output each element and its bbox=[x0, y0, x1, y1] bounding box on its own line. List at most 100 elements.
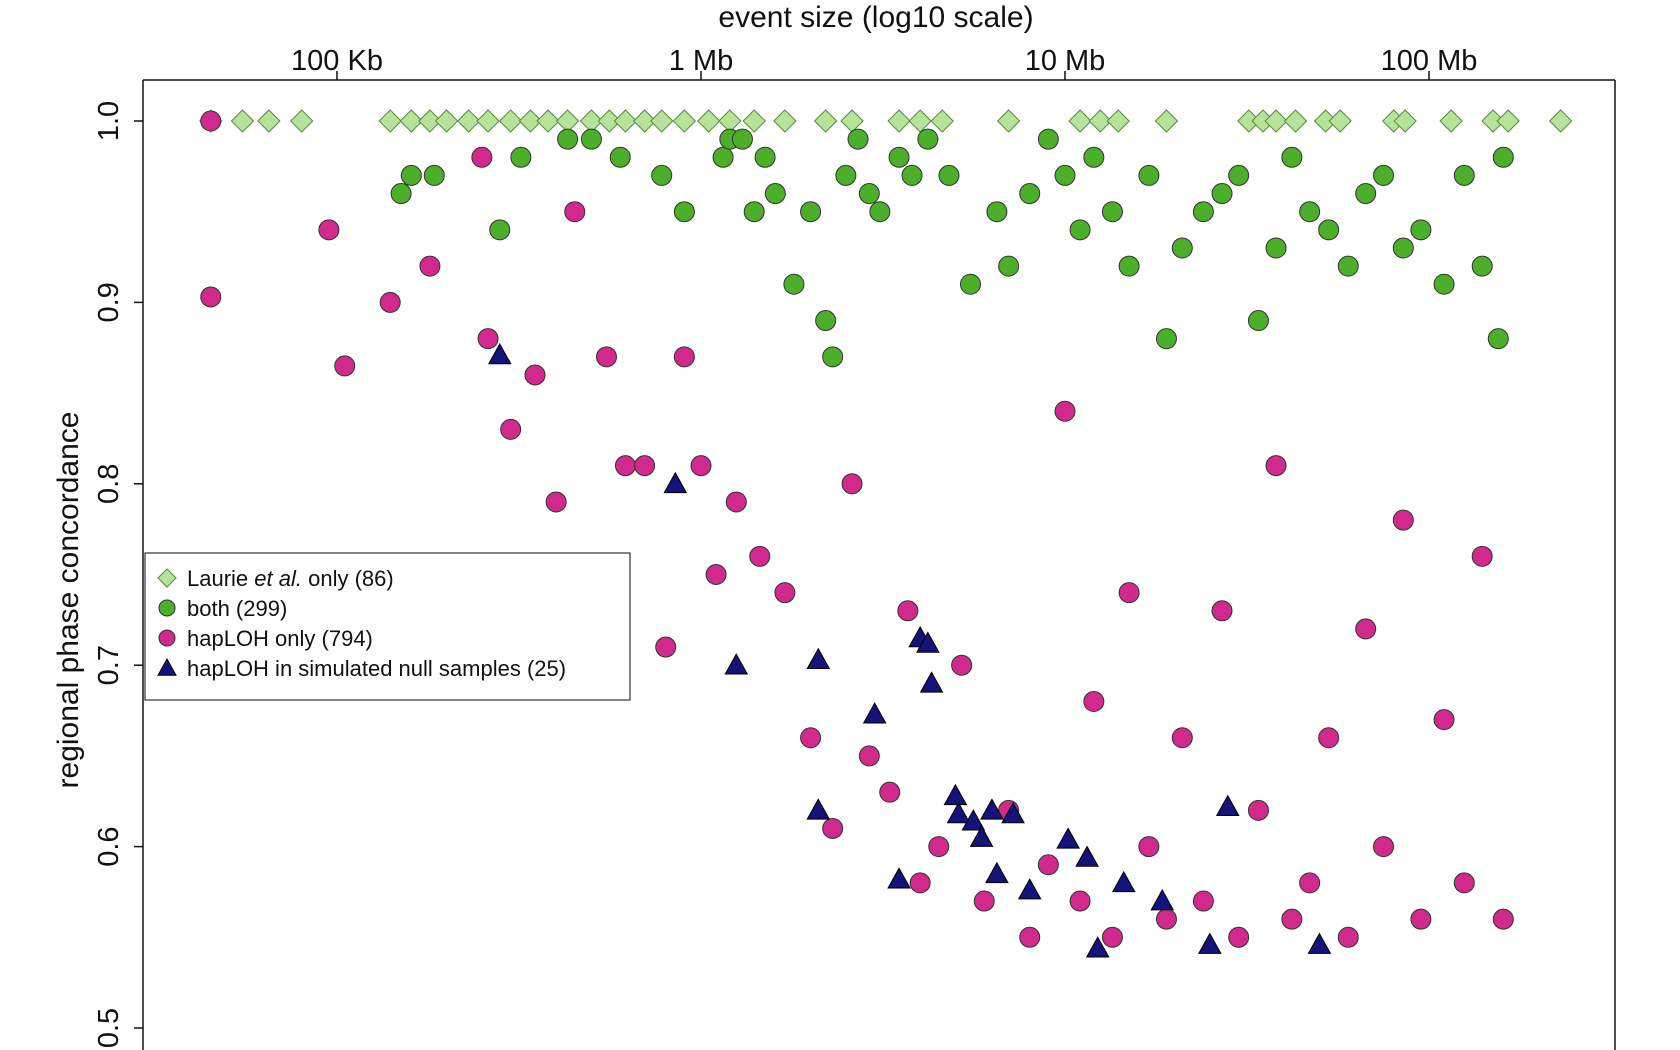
data-point bbox=[1101, 201, 1123, 223]
data-point bbox=[510, 146, 532, 168]
data-point bbox=[423, 164, 445, 186]
data-point bbox=[847, 128, 869, 150]
legend-label: hapLOH in simulated null samples (25) bbox=[187, 656, 566, 681]
data-point bbox=[1265, 455, 1287, 477]
data-point bbox=[806, 798, 831, 820]
data-point bbox=[614, 455, 636, 477]
data-point bbox=[1299, 872, 1321, 894]
data-point bbox=[1328, 109, 1352, 133]
data-point bbox=[1548, 109, 1573, 133]
data-point bbox=[764, 183, 786, 205]
data-point bbox=[650, 109, 674, 133]
y-axis: 0.5 0.6 0.7 0.8 0.9 1.0 bbox=[93, 101, 143, 1048]
data-point bbox=[1247, 310, 1269, 332]
data-point bbox=[943, 783, 968, 806]
x-axis: 100 Kb 1 Mb 10 Mb 100 Mb bbox=[291, 45, 1477, 80]
y-tick-label: 0.8 bbox=[93, 464, 125, 504]
y-tick-label: 0.9 bbox=[93, 282, 125, 322]
legend-marker bbox=[157, 657, 177, 676]
legend-marker bbox=[158, 629, 176, 647]
data-point bbox=[1299, 201, 1321, 223]
data-point bbox=[858, 183, 880, 205]
data-point bbox=[731, 128, 753, 150]
data-point bbox=[840, 109, 864, 133]
data-point bbox=[879, 781, 901, 803]
data-point bbox=[815, 310, 837, 332]
data-point bbox=[257, 109, 281, 133]
data-point bbox=[536, 109, 560, 133]
data-points bbox=[199, 109, 1573, 958]
data-point bbox=[754, 146, 776, 168]
data-point bbox=[1264, 109, 1288, 133]
data-point bbox=[400, 164, 422, 186]
data-point bbox=[1088, 109, 1112, 133]
legend: Laurie et al. only (86) both (299) hapLOH … bbox=[144, 552, 631, 701]
data-point bbox=[908, 109, 932, 133]
data-point bbox=[996, 109, 1021, 133]
x-tick-label: 100 Mb bbox=[1381, 45, 1478, 77]
data-point bbox=[1433, 709, 1455, 731]
data-point bbox=[946, 801, 971, 824]
x-tick-label: 10 Mb bbox=[1025, 45, 1106, 77]
data-point bbox=[773, 109, 797, 133]
data-point bbox=[1228, 926, 1250, 948]
data-point bbox=[858, 745, 880, 767]
data-point bbox=[1155, 328, 1177, 350]
data-point bbox=[743, 201, 765, 223]
data-point bbox=[1247, 799, 1269, 821]
data-point bbox=[1318, 727, 1340, 749]
data-point bbox=[1138, 164, 1160, 186]
data-point bbox=[869, 201, 891, 223]
data-point bbox=[1318, 219, 1340, 241]
data-point bbox=[822, 346, 844, 368]
data-point bbox=[928, 836, 950, 858]
data-point bbox=[800, 727, 822, 749]
data-point bbox=[518, 109, 543, 133]
data-point bbox=[1355, 618, 1377, 640]
data-point bbox=[712, 146, 734, 168]
data-point bbox=[973, 890, 995, 912]
data-point bbox=[841, 473, 863, 495]
data-point bbox=[909, 872, 931, 894]
data-point bbox=[672, 109, 697, 133]
data-point bbox=[1192, 201, 1214, 223]
data-point bbox=[1393, 109, 1417, 133]
legend-label: hapLOH only (794) bbox=[187, 626, 373, 651]
data-point bbox=[1471, 545, 1493, 567]
data-point bbox=[783, 273, 805, 295]
data-point bbox=[1069, 890, 1091, 912]
data-point bbox=[1283, 109, 1308, 133]
data-point bbox=[980, 798, 1004, 820]
data-point bbox=[705, 564, 727, 585]
data-point bbox=[938, 164, 960, 186]
data-point bbox=[1392, 509, 1414, 531]
data-point bbox=[651, 164, 673, 186]
legend-box bbox=[144, 552, 631, 701]
data-point bbox=[1453, 164, 1475, 186]
data-point bbox=[663, 471, 688, 494]
data-point bbox=[1337, 255, 1359, 277]
data-point bbox=[1138, 836, 1160, 858]
data-point bbox=[545, 491, 567, 513]
data-point bbox=[1118, 255, 1140, 277]
data-point bbox=[597, 109, 622, 133]
data-point bbox=[1192, 890, 1214, 912]
data-point bbox=[1150, 888, 1175, 911]
data-point bbox=[951, 654, 973, 676]
data-point bbox=[477, 328, 499, 350]
data-point bbox=[1101, 926, 1123, 948]
data-point bbox=[418, 109, 442, 133]
legend-marker bbox=[157, 568, 177, 588]
series-circle-1 bbox=[390, 128, 1514, 368]
data-point bbox=[749, 545, 771, 567]
data-point bbox=[813, 109, 838, 133]
data-point bbox=[1410, 219, 1432, 241]
data-point bbox=[986, 201, 1008, 223]
data-point bbox=[1307, 932, 1332, 954]
data-point bbox=[1492, 908, 1514, 930]
data-point bbox=[1392, 237, 1414, 259]
data-point bbox=[1453, 872, 1475, 894]
data-point bbox=[1085, 936, 1110, 958]
data-point bbox=[1069, 219, 1091, 241]
legend-label: Laurie et al. only (86) bbox=[187, 566, 394, 591]
